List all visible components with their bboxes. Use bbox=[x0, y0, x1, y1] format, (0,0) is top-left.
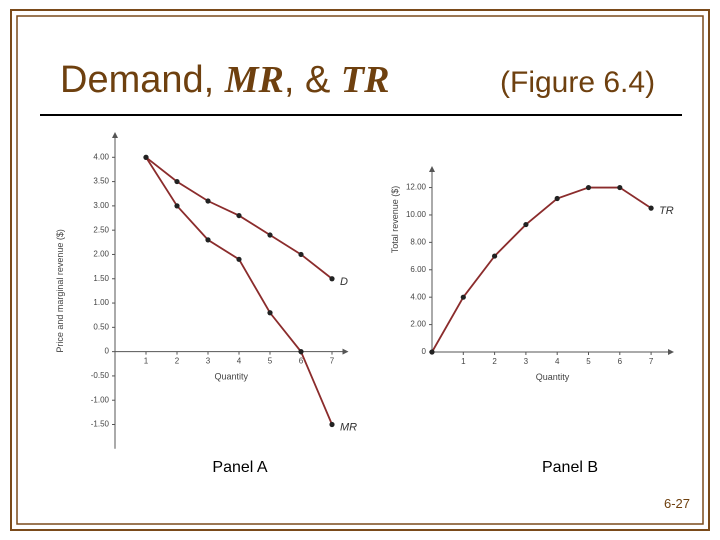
x-tick-label: 1 bbox=[461, 357, 466, 366]
y-tick-label: 8.00 bbox=[410, 237, 426, 246]
y-tick-label: 2.00 bbox=[93, 250, 109, 259]
data-point bbox=[174, 203, 180, 209]
y-tick-label: 4.00 bbox=[93, 152, 109, 161]
title-part: MR bbox=[224, 59, 284, 101]
x-tick-label: 6 bbox=[299, 357, 304, 366]
x-tick-label: 2 bbox=[175, 357, 180, 366]
data-point bbox=[554, 195, 560, 202]
data-point bbox=[236, 212, 242, 219]
series-label: TR bbox=[659, 205, 674, 217]
x-tick-label: 5 bbox=[268, 357, 273, 366]
series-label: MR bbox=[340, 422, 357, 434]
x-axis-title: Quantity bbox=[214, 372, 248, 382]
data-point bbox=[205, 198, 211, 204]
data-point bbox=[648, 205, 654, 211]
y-axis-title: Price and marginal revenue ($) bbox=[55, 229, 65, 353]
y-tick-label: 3.50 bbox=[93, 177, 109, 186]
data-point bbox=[267, 232, 273, 238]
x-tick-label: 1 bbox=[144, 357, 149, 366]
data-point bbox=[267, 310, 273, 316]
y-tick-label: 0 bbox=[422, 347, 427, 356]
y-tick-label: -1.50 bbox=[91, 420, 110, 429]
title-part: TR bbox=[341, 59, 390, 101]
page-number: 6-27 bbox=[664, 496, 690, 511]
y-tick-label: 1.00 bbox=[93, 298, 109, 307]
title-part: , & bbox=[284, 59, 341, 101]
x-tick-label: 4 bbox=[237, 357, 242, 366]
data-point bbox=[585, 184, 592, 191]
panel-caption: Panel B bbox=[542, 459, 598, 476]
y-tick-label: 2.00 bbox=[410, 320, 426, 329]
data-point bbox=[205, 237, 211, 243]
x-tick-label: 3 bbox=[206, 357, 211, 366]
y-tick-label: 12.00 bbox=[406, 183, 427, 192]
x-tick-label: 6 bbox=[618, 357, 623, 366]
figure-label: (Figure 6.4) bbox=[500, 66, 655, 99]
data-point bbox=[460, 294, 466, 300]
data-point bbox=[329, 276, 335, 282]
data-point bbox=[236, 256, 242, 262]
data-point bbox=[523, 221, 529, 228]
x-tick-label: 2 bbox=[492, 357, 497, 366]
y-axis-title: Total revenue ($) bbox=[390, 186, 400, 254]
x-tick-label: 5 bbox=[586, 357, 591, 366]
title-part: Demand, bbox=[60, 59, 225, 101]
y-tick-label: -1.00 bbox=[91, 395, 110, 404]
slide-title: Demand, MR, & TR bbox=[60, 59, 389, 101]
y-tick-label: 6.00 bbox=[410, 265, 426, 274]
data-point bbox=[617, 184, 623, 191]
y-tick-label: 2.50 bbox=[93, 225, 109, 234]
x-tick-label: 4 bbox=[555, 357, 560, 366]
y-tick-label: 1.50 bbox=[93, 274, 109, 283]
y-tick-label: 10.00 bbox=[406, 210, 427, 219]
x-tick-label: 3 bbox=[524, 357, 529, 366]
data-point bbox=[143, 154, 149, 160]
frame-outer bbox=[10, 9, 710, 531]
x-tick-label: 7 bbox=[649, 357, 654, 366]
series-line bbox=[145, 156, 333, 425]
y-tick-label: 0 bbox=[105, 347, 110, 356]
data-point bbox=[298, 251, 304, 258]
y-tick-label: -0.50 bbox=[91, 371, 110, 380]
x-axis-title: Quantity bbox=[536, 372, 570, 382]
panel-caption: Panel A bbox=[212, 459, 267, 476]
y-tick-label: 3.00 bbox=[93, 201, 109, 210]
series-label: D bbox=[340, 276, 348, 288]
y-tick-label: 0.50 bbox=[93, 322, 109, 331]
data-point bbox=[174, 178, 180, 185]
x-tick-label: 7 bbox=[330, 357, 335, 366]
data-point bbox=[298, 349, 304, 355]
y-tick-label: 4.00 bbox=[410, 292, 426, 301]
data-point bbox=[491, 253, 498, 259]
series-line bbox=[431, 186, 652, 353]
data-point bbox=[329, 421, 335, 428]
data-point bbox=[429, 349, 435, 355]
frame-inner bbox=[16, 15, 704, 525]
